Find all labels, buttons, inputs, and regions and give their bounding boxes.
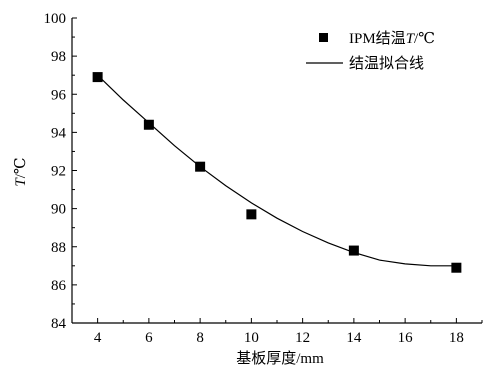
data-point — [451, 262, 462, 273]
data-point — [246, 209, 257, 220]
x-tick-label: 14 — [346, 330, 362, 346]
y-tick-label: 84 — [51, 316, 67, 332]
x-tick-label: 6 — [145, 330, 153, 346]
x-tick-label: 8 — [196, 330, 204, 346]
y-tick-label: 88 — [51, 240, 66, 256]
y-tick-label: 90 — [51, 202, 66, 218]
x-tick-label: 12 — [295, 330, 310, 346]
fit-line — [97, 74, 457, 267]
x-axis-label: 基板厚度/mm — [236, 349, 324, 367]
data-point — [92, 72, 103, 83]
y-tick-label: 92 — [51, 164, 66, 180]
legend-label-ipm: IPM结温T/℃ — [349, 30, 435, 47]
data-point — [348, 245, 359, 256]
x-tick-label: 18 — [449, 330, 464, 346]
legend-label-fit: 结温拟合线 — [349, 55, 424, 72]
data-point — [143, 119, 154, 130]
y-axis-label: T/℃ — [13, 157, 29, 186]
legend: IPM结温T/℃ 结温拟合线 — [306, 30, 435, 72]
y-tick-label: 94 — [51, 125, 67, 141]
y-tick-label: 100 — [44, 11, 67, 27]
y-tick-label: 86 — [51, 278, 67, 294]
plot-area — [92, 72, 462, 273]
y-axis-label-unit: /℃ — [13, 157, 29, 178]
axes: 84 86 88 90 92 94 96 98 100 4 6 8 10 12 14 16 18 — [44, 11, 483, 346]
y-tick-label: 96 — [51, 87, 67, 103]
x-tick-label: 10 — [244, 330, 259, 346]
legend-marker-square — [319, 33, 328, 42]
x-tick-label: 4 — [94, 330, 102, 346]
y-axis-label-symbol: T — [13, 177, 29, 187]
y-tick-label: 98 — [51, 49, 66, 65]
x-tick-label: 16 — [398, 330, 414, 346]
data-point — [195, 161, 206, 172]
